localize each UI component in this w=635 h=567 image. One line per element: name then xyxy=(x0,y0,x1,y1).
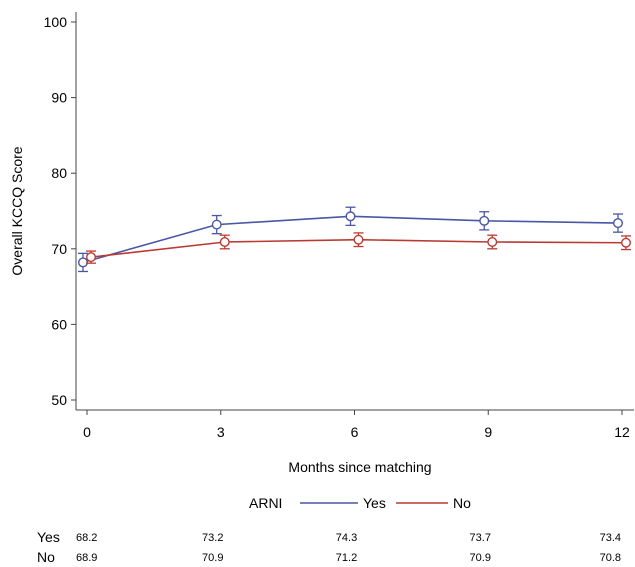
y-tick-label: 90 xyxy=(51,90,67,106)
y-tick-label: 60 xyxy=(51,316,67,332)
data-point xyxy=(77,257,88,268)
legend-label-no: No xyxy=(453,495,471,511)
table-value: 74.3 xyxy=(336,532,357,544)
x-tick-label: 9 xyxy=(484,424,492,440)
y-axis-ticks: 50 60 70 80 90 100 xyxy=(44,14,76,408)
data-point xyxy=(345,211,356,222)
y-tick-label: 100 xyxy=(44,14,68,30)
y-axis-title: Overall KCCQ Score xyxy=(9,146,25,275)
x-tick-label: 12 xyxy=(614,424,630,440)
table-row-label-yes: Yes xyxy=(37,529,60,545)
table-value: 70.9 xyxy=(202,552,223,564)
x-axis-ticks: 0 3 6 9 12 xyxy=(83,410,630,440)
legend-label-yes: Yes xyxy=(363,495,386,511)
data-point xyxy=(487,236,498,247)
legend: ARNI Yes No xyxy=(249,495,471,511)
y-tick-label: 50 xyxy=(51,392,67,408)
table-value: 73.2 xyxy=(202,532,223,544)
series-yes xyxy=(77,206,624,273)
data-point xyxy=(621,237,632,248)
data-point xyxy=(479,215,490,226)
table-value: 68.9 xyxy=(76,552,97,564)
table-value: 73.4 xyxy=(600,532,621,544)
data-point xyxy=(211,219,222,230)
table-value: 73.7 xyxy=(470,532,491,544)
data-point xyxy=(613,218,624,229)
legend-title: ARNI xyxy=(249,495,282,511)
data-point xyxy=(219,236,230,247)
table-value: 68.2 xyxy=(76,532,97,544)
y-tick-label: 70 xyxy=(51,241,67,257)
plot-frame xyxy=(75,12,634,411)
y-tick-label: 80 xyxy=(51,165,67,181)
series-no xyxy=(85,232,632,264)
data-point xyxy=(85,252,96,263)
value-table: Yes 68.2 73.2 74.3 73.7 73.4 No 68.9 70.9 71.2 70.… xyxy=(37,529,621,565)
table-value: 71.2 xyxy=(336,552,357,564)
x-axis-title: Months since matching xyxy=(288,459,431,475)
x-tick-label: 3 xyxy=(217,424,225,440)
x-tick-label: 6 xyxy=(351,424,359,440)
legend-entries: Yes No xyxy=(300,495,471,511)
table-value: 70.8 xyxy=(600,552,621,564)
x-tick-label: 0 xyxy=(83,424,91,440)
series-layer xyxy=(77,206,632,273)
data-point xyxy=(353,234,364,245)
table-row-label-no: No xyxy=(37,549,55,565)
table-value: 70.9 xyxy=(470,552,491,564)
